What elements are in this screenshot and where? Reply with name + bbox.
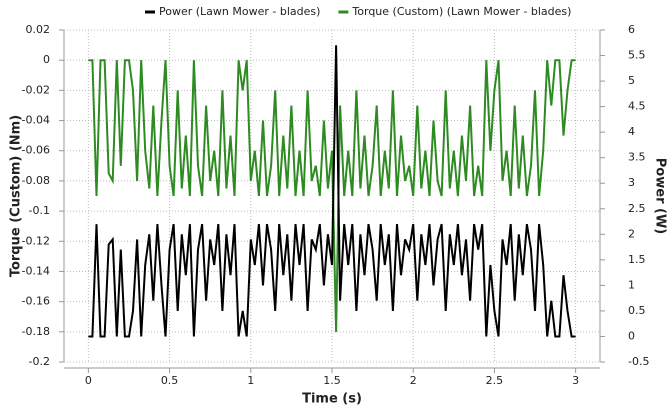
y2-tick-label: -0.5	[628, 355, 649, 368]
y2-tick-label: 2.5	[628, 202, 646, 215]
y-tick-label: -0.08	[22, 174, 50, 187]
y-tick-label: 0	[43, 53, 50, 66]
y2-tick-label: 4	[628, 125, 635, 138]
x-tick-label: 1.5	[323, 374, 341, 387]
y-tick-label: -0.16	[22, 295, 50, 308]
data-line	[88, 59, 576, 332]
legend-label: Torque (Custom) (Lawn Mower - blades)	[351, 5, 571, 18]
y2-tick-label: 3.5	[628, 151, 646, 164]
y-tick-label: -0.2	[29, 355, 50, 368]
y-tick-label: -0.18	[22, 325, 50, 338]
y2-tick-label: 3	[628, 176, 635, 189]
y2-tick-label: 5	[628, 74, 635, 87]
y2-tick-label: 0.5	[628, 304, 646, 317]
y2-tick-label: 0	[628, 329, 635, 342]
y-tick-label: 0.02	[26, 23, 51, 36]
y2-tick-label: 1	[628, 278, 635, 291]
y2-axis-title: Power (W)	[653, 158, 668, 234]
y-tick-label: -0.04	[22, 114, 50, 127]
y-tick-label: -0.1	[29, 204, 50, 217]
x-tick-label: 2	[410, 374, 417, 387]
x-tick-label: 0	[85, 374, 92, 387]
x-axis-title: Time (s)	[302, 392, 362, 407]
y2-tick-label: 4.5	[628, 100, 646, 113]
y-tick-label: -0.06	[22, 144, 50, 157]
x-tick-label: 2.5	[486, 374, 504, 387]
y2-tick-label: 5.5	[628, 49, 646, 62]
y-axis-title: Torque (Custom) (Nm)	[9, 115, 24, 277]
x-tick-label: 3	[572, 374, 579, 387]
y-tick-label: -0.12	[22, 234, 50, 247]
x-tick-label: 1	[247, 374, 254, 387]
legend-label: Power (Lawn Mower - blades)	[159, 5, 320, 18]
y2-tick-label: 2	[628, 227, 635, 240]
y2-tick-label: 6	[628, 23, 635, 36]
y-tick-label: -0.02	[22, 83, 50, 96]
data-line	[88, 45, 576, 338]
y-tick-label: -0.14	[22, 264, 50, 277]
y2-tick-label: 1.5	[628, 253, 646, 266]
x-tick-label: 0.5	[161, 374, 179, 387]
